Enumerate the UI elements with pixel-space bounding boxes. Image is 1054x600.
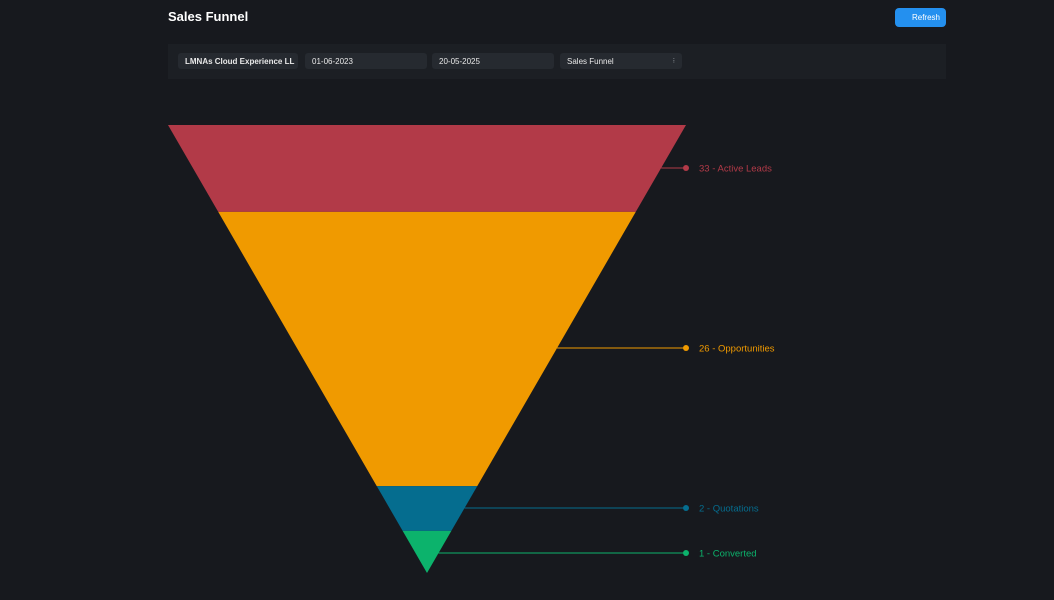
refresh-button[interactable]: Refresh <box>895 8 946 27</box>
to-date-field[interactable]: 20-05-2025 <box>432 53 554 69</box>
chevron-updown-icon: ⁝ <box>672 58 675 65</box>
funnel-stage-active-leads[interactable] <box>168 125 686 212</box>
legend-dot <box>683 550 689 556</box>
filter-bar: LMNAs Cloud Experience LL 01-06-2023 20-… <box>168 44 946 79</box>
report-select-value: Sales Funnel <box>567 56 614 66</box>
legend-dot <box>683 165 689 171</box>
legend-label-active-leads: 33 - Active Leads <box>699 164 772 175</box>
company-filter-value: LMNAs Cloud Experience LL <box>185 56 295 66</box>
report-select[interactable]: Sales Funnel ⁝ <box>560 53 682 69</box>
from-date-field[interactable]: 01-06-2023 <box>305 53 427 69</box>
legend-label-converted: 1 - Converted <box>699 549 757 560</box>
legend-dot <box>683 505 689 511</box>
legend-label-opportunities: 26 - Opportunities <box>699 344 775 355</box>
from-date-value: 01-06-2023 <box>312 56 353 66</box>
funnel-stage-opportunities[interactable] <box>218 211 636 487</box>
to-date-value: 20-05-2025 <box>439 56 480 66</box>
page-title: Sales Funnel <box>168 9 249 24</box>
funnel-stage-quotations[interactable] <box>376 486 478 531</box>
company-filter[interactable]: LMNAs Cloud Experience LL <box>178 53 298 69</box>
legend-label-quotations: 2 - Quotations <box>699 504 759 515</box>
funnel-stage-converted[interactable] <box>402 530 452 573</box>
legend-dot <box>683 345 689 351</box>
